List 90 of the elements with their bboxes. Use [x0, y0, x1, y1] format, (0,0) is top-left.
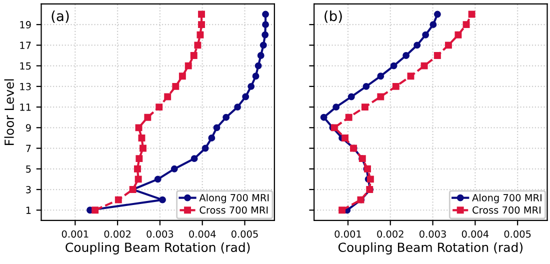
- point: [159, 196, 166, 204]
- y-tick-label: 1: [26, 206, 31, 214]
- point: [361, 104, 368, 111]
- point: [434, 10, 441, 18]
- point: [136, 155, 143, 162]
- annotation: (b): [324, 10, 342, 23]
- point: [194, 42, 202, 49]
- point: [208, 134, 216, 142]
- y-tick-label: 5: [26, 166, 31, 173]
- y-tick-label: 13: [20, 82, 31, 90]
- point: [170, 165, 178, 172]
- point: [248, 82, 255, 90]
- point: [454, 31, 462, 38]
- point: [390, 62, 398, 70]
- point: [234, 104, 242, 111]
- point: [114, 196, 122, 204]
- point: [402, 52, 410, 59]
- point: [407, 72, 414, 80]
- point: [184, 62, 192, 70]
- point: [377, 93, 384, 100]
- point: [190, 52, 198, 59]
- point: [190, 155, 198, 162]
- legend-label: Along 700 MRI: [472, 194, 542, 204]
- point: [420, 62, 428, 70]
- y-tick-label: 7: [26, 144, 31, 152]
- point: [332, 104, 340, 111]
- y-axis-title: Floor Level: [4, 79, 14, 146]
- x-tick-label: 0.002: [104, 230, 131, 238]
- x-tick-label: 0.005: [231, 230, 258, 238]
- y-tick-label: 9: [26, 124, 31, 132]
- point: [172, 82, 180, 90]
- x-tick-label: 0.002: [377, 230, 404, 238]
- legend-label: Along 700 MRI: [199, 194, 269, 204]
- point: [262, 10, 269, 18]
- point: [134, 165, 141, 172]
- point: [444, 42, 452, 49]
- point: [92, 206, 99, 214]
- point: [135, 124, 142, 132]
- point: [422, 31, 430, 38]
- point: [242, 93, 250, 100]
- y-tick-label: 11: [20, 104, 31, 111]
- annotation: (a): [52, 10, 69, 23]
- x-tick-label: 0.001: [62, 230, 88, 238]
- y-tick-label: 17: [20, 42, 31, 49]
- point: [202, 144, 209, 152]
- legend-label: Cross 700 MRI: [472, 206, 540, 214]
- point: [198, 10, 205, 18]
- point: [377, 72, 384, 80]
- point: [320, 114, 328, 121]
- y-tick-label: 19: [20, 21, 31, 28]
- point: [254, 62, 262, 70]
- y-tick-label: 3: [26, 186, 31, 194]
- point: [345, 114, 352, 121]
- x-axis-title: Coupling Beam Rotation (rad): [338, 242, 522, 254]
- point: [156, 104, 163, 111]
- point: [414, 42, 421, 49]
- point: [144, 114, 152, 121]
- point: [196, 31, 204, 38]
- y-tick-label: 15: [20, 62, 31, 70]
- point: [392, 82, 400, 90]
- point: [348, 93, 355, 100]
- x-axis-title: Coupling Beam Rotation (rad): [66, 242, 250, 254]
- point: [213, 124, 220, 132]
- x-tick-label: 0.004: [189, 230, 216, 238]
- x-tick-label: 0.005: [504, 230, 531, 238]
- point: [164, 93, 172, 100]
- point: [338, 206, 346, 214]
- x-tick-label: 0.001: [334, 230, 362, 238]
- point: [252, 72, 260, 80]
- point: [178, 72, 186, 80]
- point: [462, 21, 470, 28]
- point: [198, 21, 205, 28]
- x-tick-label: 0.003: [420, 230, 446, 238]
- point: [262, 21, 269, 28]
- point: [430, 21, 437, 28]
- point: [468, 10, 476, 18]
- point: [434, 52, 441, 59]
- point: [262, 31, 269, 38]
- point: [362, 82, 370, 90]
- point: [342, 134, 348, 142]
- point: [222, 114, 230, 121]
- point: [134, 176, 142, 183]
- point: [257, 52, 264, 59]
- point: [140, 144, 146, 152]
- legend-label: Cross 700 MRI: [200, 206, 268, 214]
- point: [138, 134, 146, 142]
- x-tick-label: 0.003: [146, 230, 174, 238]
- x-tick-label: 0.004: [462, 230, 489, 238]
- point: [260, 42, 267, 49]
- point: [154, 176, 162, 183]
